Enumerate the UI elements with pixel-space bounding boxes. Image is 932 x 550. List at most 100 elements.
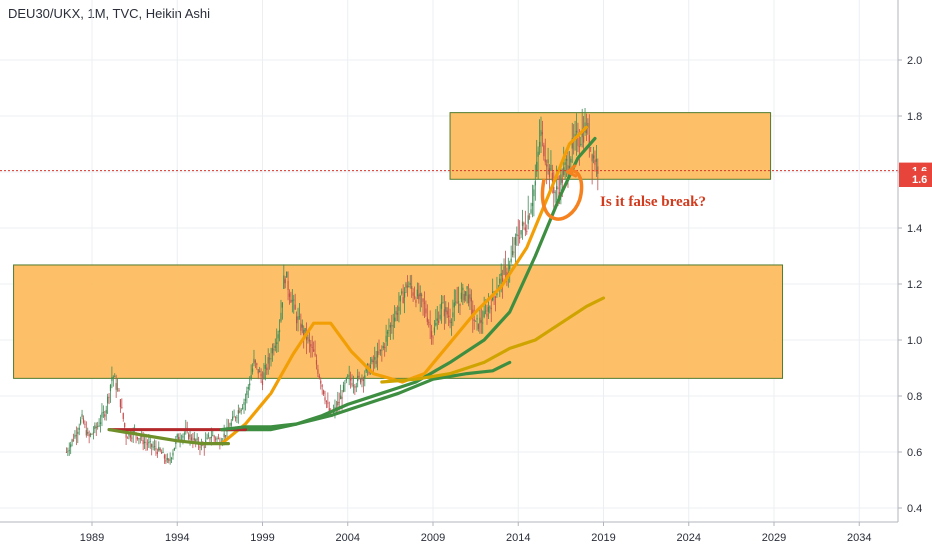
candle-body	[269, 358, 271, 360]
candle-body	[384, 346, 386, 348]
candle-body	[142, 439, 144, 445]
candle-body	[320, 380, 322, 384]
candle-body	[240, 409, 242, 412]
candle-body	[108, 397, 110, 398]
x-tick-label: 2024	[677, 532, 701, 544]
candle-body	[487, 307, 490, 312]
candle-body	[301, 324, 303, 328]
candle-body	[401, 291, 403, 294]
candle-body	[590, 147, 592, 149]
candle-body	[389, 325, 391, 328]
candle-body	[92, 432, 95, 434]
candle-body	[537, 151, 539, 157]
candle-body	[587, 122, 589, 129]
candle-body	[257, 369, 259, 374]
candle-body	[379, 349, 382, 352]
candle-body	[489, 306, 491, 308]
y-tick-label: 1.4	[907, 223, 922, 235]
candle-body	[170, 458, 173, 460]
candle-body	[105, 410, 107, 414]
moving-average-line-5[interactable]	[219, 360, 512, 432]
candle-body	[347, 375, 349, 377]
candle-body	[111, 377, 113, 382]
candle-body	[304, 327, 306, 332]
candle-body	[580, 144, 582, 146]
y-tick-label: 1.8	[907, 111, 922, 123]
candle-body	[480, 320, 482, 323]
candle-body	[457, 301, 460, 303]
price-label-box-2	[899, 171, 932, 187]
candle-body	[574, 133, 576, 138]
candle-body	[305, 334, 308, 341]
candle-body	[406, 285, 409, 288]
candle-body	[210, 436, 212, 439]
candle-body	[317, 369, 319, 374]
candle-body	[182, 435, 184, 438]
candle-body	[328, 408, 330, 413]
candle-body	[121, 407, 123, 408]
x-tick-label: 1994	[165, 532, 189, 544]
candle-body	[236, 417, 238, 419]
candle-body	[253, 358, 255, 364]
candle-body	[81, 414, 83, 417]
candle-body	[371, 358, 373, 363]
candle-body	[286, 271, 288, 278]
annotation-circle[interactable]	[540, 169, 584, 221]
candle-body	[288, 293, 291, 297]
moving-average-line-4[interactable]	[107, 428, 230, 446]
candle-body	[313, 349, 315, 352]
candle-body	[193, 438, 195, 441]
y-tick-label: 1.0	[907, 335, 922, 347]
candle-body	[394, 317, 396, 322]
chart-title: DEU30/UKX, 1M, TVC, Heikin Ashi	[8, 6, 211, 21]
candle-body	[469, 294, 471, 299]
candle-body	[297, 316, 299, 320]
candle-body	[519, 237, 521, 239]
candle-body	[190, 437, 193, 441]
candle-body	[530, 209, 532, 214]
candle-body	[131, 437, 133, 439]
moving-average-line-1[interactable]	[219, 125, 589, 446]
candle-body	[68, 450, 70, 451]
candle-body	[509, 264, 511, 270]
zone-rectangle-2[interactable]	[449, 112, 772, 180]
candle-body	[143, 441, 146, 443]
x-tick-label: 1999	[250, 532, 274, 544]
candle-body	[172, 452, 174, 456]
candle-body	[382, 346, 384, 349]
candle-body	[557, 187, 559, 189]
candle-body	[476, 318, 478, 320]
candle-body	[442, 302, 444, 304]
candle-body	[274, 345, 276, 349]
candle-body	[77, 431, 79, 434]
candle-body	[321, 385, 323, 387]
candle-body	[136, 437, 139, 440]
candle-body	[570, 158, 572, 163]
candle-body	[567, 164, 569, 171]
candle-body	[308, 339, 310, 342]
moving-average-line-2[interactable]	[219, 136, 597, 432]
candle-body	[91, 433, 93, 435]
candle-body	[261, 380, 264, 386]
candle-body	[116, 388, 119, 390]
moving-average-line-6[interactable]	[380, 296, 606, 384]
candle-body	[546, 164, 548, 167]
candle-body	[460, 292, 463, 300]
candle-body	[399, 295, 401, 302]
annotation-arrow	[566, 164, 578, 178]
zone-rectangle-1[interactable]	[13, 264, 784, 379]
candle-body	[216, 438, 218, 440]
candle-body	[239, 411, 241, 413]
candle-body	[212, 435, 214, 436]
candle-body	[556, 186, 558, 190]
candle-body	[358, 375, 360, 377]
candle-body	[271, 348, 274, 354]
candle-body	[70, 444, 72, 448]
candle-body	[98, 425, 100, 427]
candle-body	[520, 230, 522, 235]
candle-body	[459, 303, 461, 306]
candle-body	[411, 286, 413, 289]
candle-body	[402, 297, 404, 304]
candle-body	[310, 344, 312, 347]
